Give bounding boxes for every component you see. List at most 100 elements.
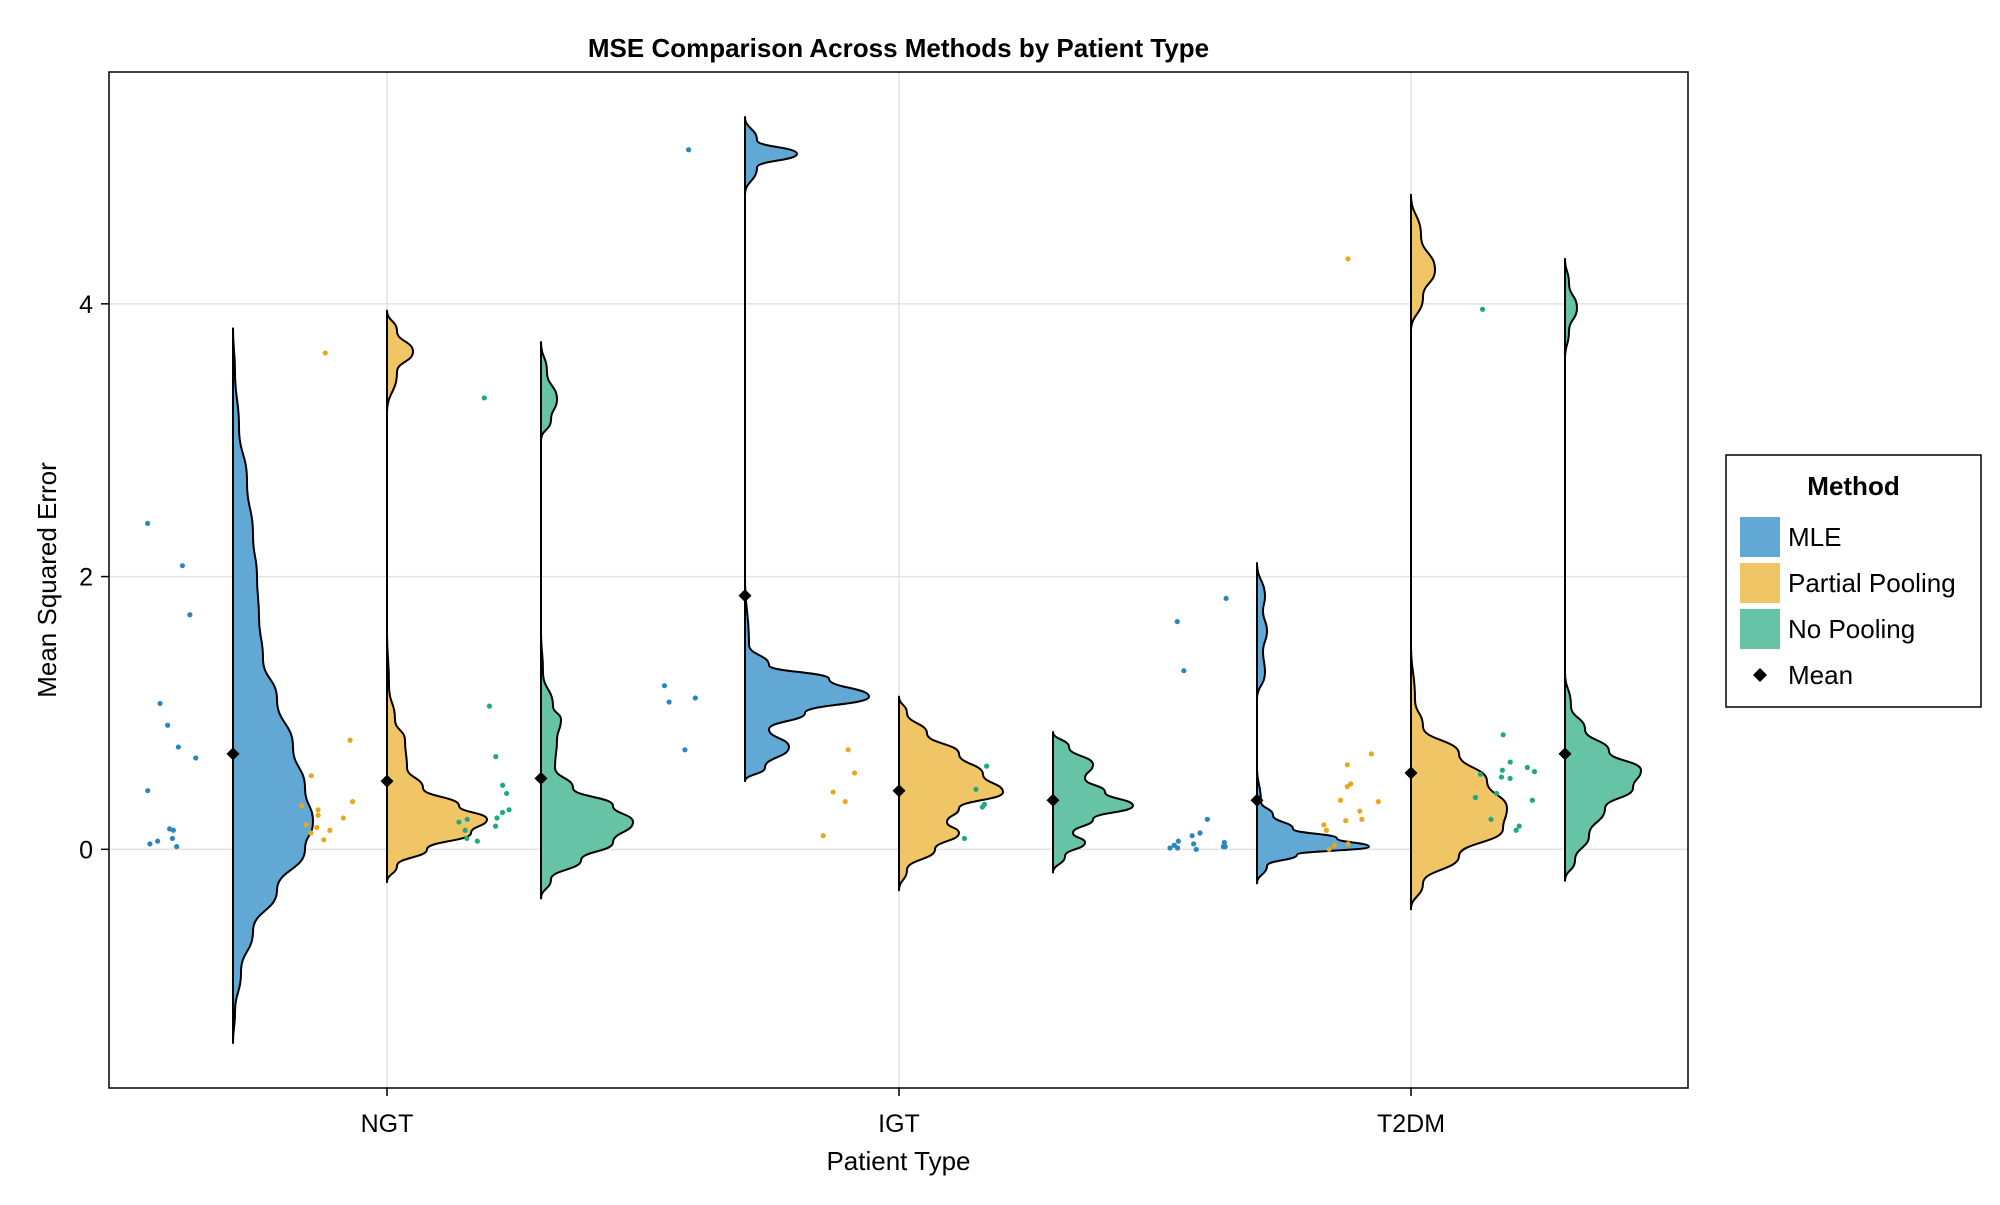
- data-point: [820, 833, 826, 839]
- violin-partial-pooling-igt: [898, 695, 1004, 892]
- data-point: [830, 789, 836, 795]
- data-point: [481, 395, 487, 401]
- data-point: [303, 822, 309, 828]
- legend-swatch-partial-pooling: [1740, 563, 1780, 603]
- data-point: [155, 838, 161, 844]
- data-point: [492, 823, 499, 829]
- mean-marker: [1250, 793, 1264, 807]
- data-point: [666, 699, 672, 705]
- y-tick-label: 0: [79, 836, 93, 864]
- data-point: [486, 703, 493, 709]
- data-point: [1345, 841, 1351, 847]
- x-tick-label-t2dm: T2DM: [1377, 1110, 1445, 1138]
- data-point: [464, 816, 470, 822]
- data-point: [1321, 822, 1327, 828]
- data-point: [1175, 838, 1181, 844]
- data-point: [1357, 808, 1363, 814]
- data-point: [322, 350, 328, 356]
- data-point: [1513, 827, 1519, 833]
- data-point: [327, 827, 333, 833]
- data-point: [340, 815, 346, 821]
- mean-marker: [534, 771, 548, 785]
- data-point: [1191, 841, 1197, 847]
- data-point: [1223, 595, 1229, 602]
- legend-label-no-pooling: No Pooling: [1788, 614, 1915, 644]
- data-point: [1323, 827, 1330, 833]
- legend-label-mle: MLE: [1788, 522, 1841, 552]
- data-point: [187, 612, 193, 618]
- data-point: [1221, 839, 1227, 846]
- data-point: [1326, 846, 1332, 852]
- data-point: [308, 773, 314, 779]
- data-point: [500, 782, 506, 788]
- data-point: [169, 835, 176, 842]
- data-point: [170, 827, 176, 833]
- violin-partial-pooling-t2dm: [1409, 193, 1508, 911]
- data-point: [347, 737, 353, 743]
- mean-marker: [380, 774, 394, 788]
- violin-mle-ngt: [232, 327, 314, 1044]
- data-point: [493, 754, 499, 760]
- data-point: [1498, 774, 1505, 780]
- data-point: [193, 755, 199, 761]
- data-point: [851, 770, 858, 776]
- mean-marker: [1404, 766, 1418, 780]
- violin-mle-t2dm: [1255, 561, 1370, 885]
- data-point: [1171, 842, 1177, 848]
- data-point: [506, 807, 512, 813]
- data-point: [1344, 762, 1350, 768]
- data-point: [1368, 751, 1374, 757]
- data-point: [144, 520, 151, 527]
- legend-label-partial-pooling: Partial Pooling: [1788, 568, 1956, 598]
- data-point: [1493, 790, 1500, 797]
- data-point: [1222, 844, 1228, 850]
- data-point: [299, 803, 305, 809]
- mean-markers: [226, 589, 1572, 807]
- data-point: [1477, 771, 1483, 777]
- data-point: [1531, 769, 1538, 775]
- violin-no-pooling-igt: [1052, 731, 1134, 874]
- data-point: [499, 809, 506, 816]
- data-point: [1197, 830, 1203, 836]
- data-point: [1529, 797, 1535, 803]
- data-point: [1343, 818, 1349, 824]
- data-point: [1167, 845, 1173, 851]
- data-point: [1479, 306, 1486, 312]
- mean-marker: [738, 589, 752, 603]
- data-point: [315, 807, 321, 813]
- data-point: [842, 799, 848, 805]
- axis-ticks: 0 2 4 NGT IGT T2DM: [79, 291, 1445, 1138]
- x-tick-label-ngt: NGT: [361, 1110, 414, 1138]
- data-point: [1507, 775, 1513, 782]
- data-point: [984, 763, 990, 769]
- data-point: [661, 683, 668, 689]
- data-point: [174, 844, 180, 850]
- legend-swatch-no-pooling: [1740, 609, 1780, 649]
- data-point: [1500, 732, 1506, 738]
- data-point: [179, 563, 186, 569]
- data-points: [144, 147, 1538, 852]
- data-point: [462, 827, 468, 833]
- data-point: [1507, 759, 1513, 765]
- data-point: [494, 815, 500, 821]
- data-point: [973, 786, 979, 792]
- data-point: [1472, 794, 1479, 801]
- violin-mle-igt: [743, 116, 870, 783]
- data-point: [961, 835, 968, 842]
- data-point: [456, 819, 462, 825]
- data-point: [157, 700, 163, 707]
- data-point: [321, 837, 327, 843]
- data-point: [315, 812, 321, 818]
- violin-partial-pooling-ngt: [386, 309, 488, 884]
- data-point: [349, 799, 356, 805]
- data-point: [175, 744, 181, 750]
- data-point: [145, 788, 151, 794]
- violin-no-pooling-t2dm: [1563, 257, 1642, 882]
- x-tick-label-igt: IGT: [878, 1110, 920, 1138]
- mean-marker: [892, 784, 906, 798]
- data-point: [692, 695, 698, 701]
- data-point: [165, 722, 171, 728]
- legend-entries: MLE Partial Pooling No Pooling Mean: [1740, 517, 1956, 690]
- data-point: [1499, 767, 1505, 773]
